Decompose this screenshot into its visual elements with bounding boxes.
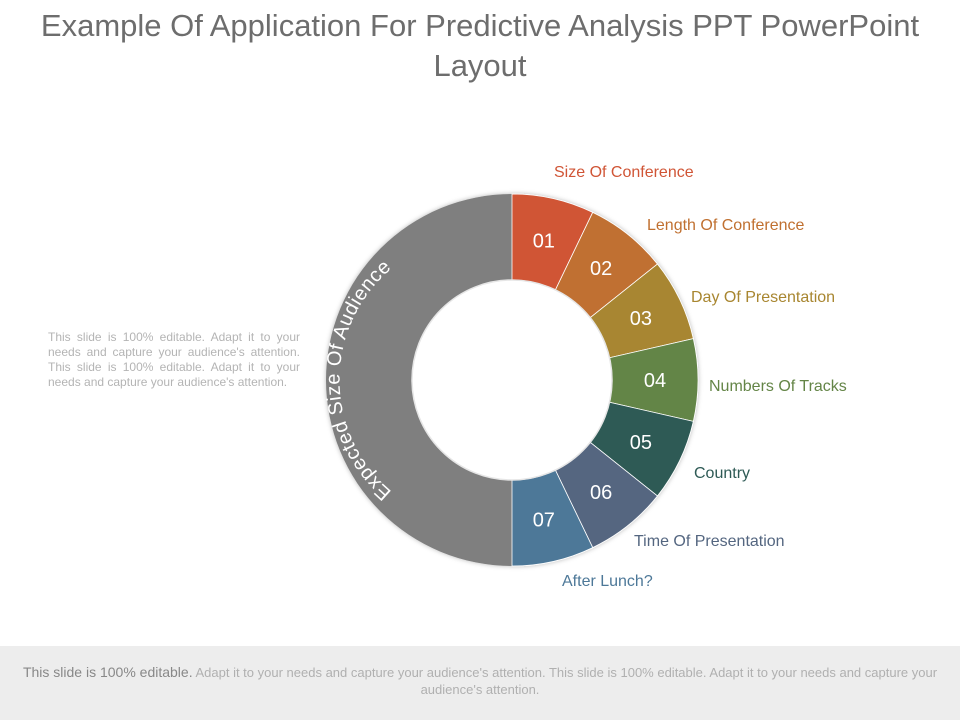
segment-labels: Size Of Conference Length Of Conference Da… <box>554 164 847 590</box>
segment-label: Size Of Conference <box>554 164 694 181</box>
segment-number: 01 <box>533 231 555 253</box>
segment-numbers: 01 02 03 04 05 06 07 <box>533 231 666 532</box>
segment-number: 07 <box>533 509 555 531</box>
footer-body: Adapt it to your needs and capture your … <box>192 665 938 697</box>
segment-label: Time Of Presentation <box>634 533 785 550</box>
segment-number: 05 <box>630 432 652 454</box>
footer-bar: This slide is 100% editable. Adapt it to… <box>0 646 960 720</box>
segment-number: 02 <box>590 258 612 280</box>
segment-label: Length Of Conference <box>647 217 805 234</box>
footer-lead: This slide is 100% editable. <box>22 664 193 680</box>
slide-title: Example Of Application For Predictive An… <box>40 8 920 83</box>
donut-hole <box>411 279 613 481</box>
segment-number: 04 <box>644 370 666 392</box>
footer-text: This slide is 100% editable. Adapt it to… <box>15 664 945 698</box>
segment-label: After Lunch? <box>562 573 653 590</box>
side-description: This slide is 100% editable. Adapt it to… <box>48 330 300 389</box>
segment-label: Day Of Presentation <box>691 289 835 306</box>
arc-segment <box>326 194 512 566</box>
segment-label: Country <box>694 465 750 482</box>
segment-number: 03 <box>630 308 652 330</box>
segment-number: 06 <box>590 482 612 504</box>
segment-label: Numbers Of Tracks <box>709 378 847 395</box>
donut-ring <box>326 193 699 567</box>
